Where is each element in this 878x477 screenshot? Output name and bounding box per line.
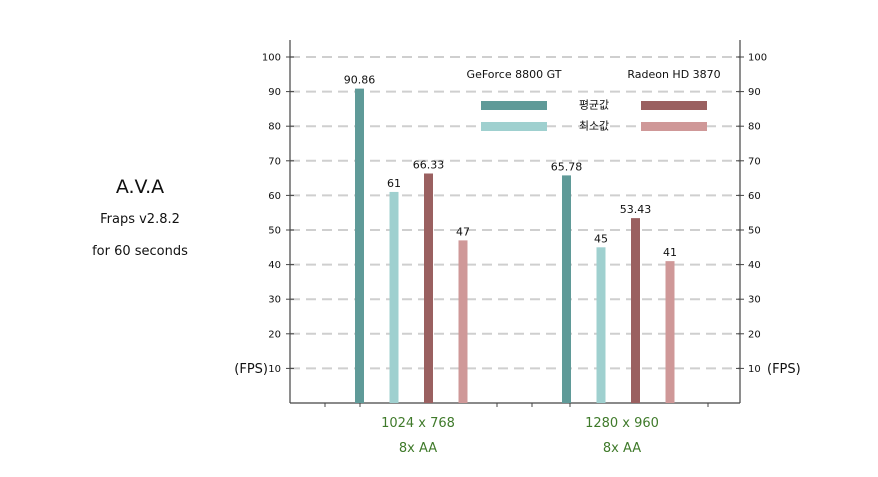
category-label: 1280 x 960 <box>585 416 659 431</box>
category-sublabel: 8x AA <box>399 441 437 456</box>
y-tick-label-left: 30 <box>268 295 281 306</box>
legend-column-header: Radeon HD 3870 <box>627 68 720 81</box>
y-tick-label-right: 90 <box>748 87 761 98</box>
bar <box>596 247 606 403</box>
bar-value-label: 90.86 <box>344 74 376 87</box>
legend-column-header: GeForce 8800 GT <box>467 68 562 81</box>
y-tick-label-left: 20 <box>268 329 281 340</box>
y-tick-label-left: 100 <box>262 53 281 64</box>
legend-swatch <box>641 101 707 110</box>
legend-swatch <box>481 122 547 131</box>
bar-value-label: 65.78 <box>551 160 583 173</box>
bar-value-label: 41 <box>663 246 677 259</box>
bar <box>665 261 675 403</box>
y-unit-label-right: (FPS) <box>767 362 801 377</box>
y-tick-label-left: 10 <box>268 364 281 375</box>
y-tick-label-left: 60 <box>268 191 281 202</box>
bar-value-label: 61 <box>387 177 401 190</box>
y-tick-label-right: 20 <box>748 329 761 340</box>
bar-value-label: 66.33 <box>413 158 445 171</box>
bar <box>458 240 468 403</box>
y-tick-label-left: 50 <box>268 226 281 237</box>
bar <box>389 191 399 403</box>
y-tick-label-left: 40 <box>268 260 281 271</box>
category-sublabel: 8x AA <box>603 441 641 456</box>
y-tick-label-right: 40 <box>748 260 761 271</box>
bar-value-label: 53.43 <box>620 203 652 216</box>
y-tick-label-right: 30 <box>748 295 761 306</box>
y-tick-label-left: 70 <box>268 156 281 167</box>
bar <box>355 88 364 404</box>
y-tick-label-right: 80 <box>748 122 761 133</box>
bar-value-label: 45 <box>594 232 608 245</box>
y-tick-label-right: 60 <box>748 191 761 202</box>
y-tick-label-right: 70 <box>748 156 761 167</box>
legend-swatch <box>481 101 547 110</box>
y-tick-label-right: 10 <box>748 364 761 375</box>
y-tick-label-right: 50 <box>748 226 761 237</box>
bars <box>355 88 675 404</box>
bar <box>424 173 433 403</box>
legend-swatch <box>641 122 707 131</box>
legend-row-label: 최소값 <box>579 120 609 133</box>
category-label: 1024 x 768 <box>381 416 455 431</box>
y-tick-label-left: 90 <box>268 87 281 98</box>
y-tick-label-left: 80 <box>268 122 281 133</box>
bar <box>631 218 640 403</box>
chart-side-subtitle: Fraps v2.8.2 <box>100 212 180 227</box>
chart-side-title: A.V.A <box>115 176 165 198</box>
bar-value-label: 47 <box>456 225 470 238</box>
y-tick-label-right: 100 <box>748 53 767 64</box>
bar <box>562 175 571 403</box>
labels: 90.86 65.78 61 45 66.33 53.43 47 41 1024 x 768 8x… <box>344 74 677 456</box>
legend-row-label: 평균값 <box>579 99 609 112</box>
y-unit-label-left: (FPS) <box>234 362 268 377</box>
axes: 10 10 20 20 30 30 40 40 50 50 60 60 70 70 80 80 90 90 100 1… <box>234 40 801 407</box>
chart-side-duration: for 60 seconds <box>92 244 188 259</box>
